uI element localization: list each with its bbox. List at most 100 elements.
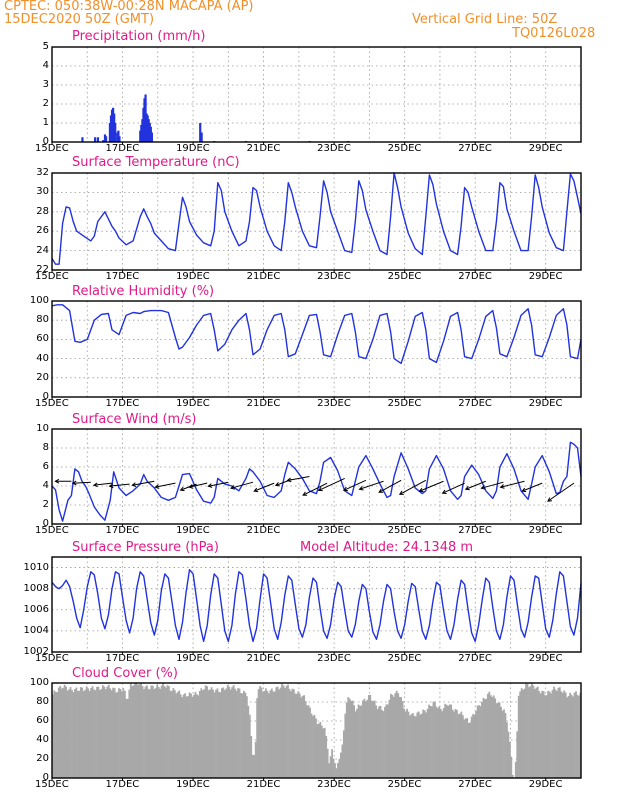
cloud-bar (332, 758, 335, 778)
cloud-bar (451, 709, 454, 778)
cloud-bar (122, 688, 125, 778)
cloud-bar (245, 696, 248, 778)
wind-arrow (378, 479, 402, 493)
cloud-bar (118, 688, 120, 778)
cloud-bar (265, 688, 267, 778)
cloud-bar (473, 714, 476, 778)
rh-xtick: 15DEC (35, 398, 69, 409)
cloud-bar (429, 705, 432, 778)
cloud-bar (538, 691, 541, 778)
cloud-bar (514, 761, 517, 778)
wind-arrow (208, 481, 229, 487)
cloud-bar (467, 722, 470, 778)
cloud-bar (362, 700, 364, 778)
cloud-bar (323, 727, 326, 778)
cloud-bar (59, 685, 62, 778)
precip-xtick: 23DEC (317, 143, 351, 154)
cloud-bar (134, 683, 137, 778)
cloud-bar (188, 692, 191, 778)
rh-xtick: 21DEC (246, 398, 281, 409)
precip-bar (200, 132, 203, 142)
temp-xtick: 17DEC (105, 271, 140, 282)
cloud-bar (454, 708, 457, 778)
cloud-title: Cloud Cover (%) (72, 666, 178, 681)
cloud-bar (438, 706, 441, 778)
cloud-bar (71, 690, 73, 778)
cloud-bar (110, 690, 113, 778)
cloud-bar (166, 685, 169, 778)
cloud-bar (506, 722, 508, 778)
cloud-bar (213, 692, 216, 778)
pres-ytick: 1008 (23, 582, 49, 594)
cloud-bar (556, 690, 558, 778)
cloud-bar (237, 688, 239, 778)
cloud-bar (131, 686, 134, 778)
cloud-bar (466, 718, 469, 778)
wind-arrow-head (54, 478, 60, 484)
cloud-bar (392, 696, 395, 778)
precip-ytick: 3 (42, 79, 49, 90)
cloud-bar (522, 689, 524, 778)
cloud-bar (241, 693, 244, 778)
wind-arrow-head (358, 485, 364, 491)
wind-arrow-head (441, 489, 447, 494)
cloud-bar (511, 774, 514, 778)
cloud-bar (159, 688, 162, 778)
wind-arrow (442, 482, 465, 494)
cloud-bar (250, 736, 253, 778)
cloud-bar (426, 708, 429, 778)
wind-arrow (155, 482, 176, 488)
cloud-bar (575, 691, 577, 778)
grid-line-note: Vertical Grid Line: 50Z (412, 12, 558, 27)
cloud-bar (385, 704, 388, 778)
cloud-bar (125, 698, 128, 778)
cloud-bar (448, 704, 451, 778)
cloud-bar (364, 701, 367, 778)
cloud-bar (366, 699, 369, 778)
cloud-ytick: 0 (42, 772, 49, 783)
cloud-bar (404, 711, 407, 778)
cloud-bar (306, 705, 308, 778)
wind-arrow-head (499, 484, 505, 489)
cloud-bar (428, 704, 430, 778)
cloud-bar (87, 688, 90, 778)
model-altitude: Model Altitude: 24.1348 m (300, 540, 474, 555)
cloud-bar (313, 714, 316, 778)
wind-arrow (481, 481, 504, 489)
cloud-bar (353, 705, 356, 778)
cloud-bar (60, 688, 63, 778)
precip-bar (199, 123, 202, 142)
cloud-bar (234, 688, 236, 778)
cloud-bar (412, 713, 414, 778)
cloud-bar (523, 688, 526, 778)
cloud-bar (560, 691, 563, 778)
temp-xtick: 21DEC (246, 271, 281, 282)
cloud-bar (500, 706, 502, 778)
rh-ytick: 100 (29, 295, 49, 306)
cloud-bar (531, 683, 533, 778)
cloud-bar (373, 700, 376, 778)
cloud-bar (75, 687, 78, 778)
cloud-bar (561, 692, 564, 778)
cloud-bar (550, 693, 552, 778)
cloud-bar (494, 698, 497, 778)
cloud-bar (576, 695, 579, 778)
wind-arrow (419, 480, 444, 492)
precip-bar (150, 132, 154, 142)
cloud-bar (301, 695, 304, 778)
precip-title: Precipitation (mm/h) (72, 29, 206, 44)
cloud-bar (232, 685, 235, 778)
cloud-bar (116, 692, 119, 778)
cloud-bar (185, 696, 188, 778)
cloud-bar (85, 686, 88, 778)
cloud-bar (498, 702, 501, 778)
cloud-bar (520, 688, 523, 778)
wind-ytick: 10 (36, 423, 49, 434)
cloud-bar (359, 705, 361, 778)
cloud-bar (387, 704, 389, 778)
temp-ytick: 26 (36, 225, 49, 237)
cloud-bar (251, 754, 254, 778)
cloud-bar (101, 685, 104, 778)
cloud-bar (196, 694, 198, 778)
